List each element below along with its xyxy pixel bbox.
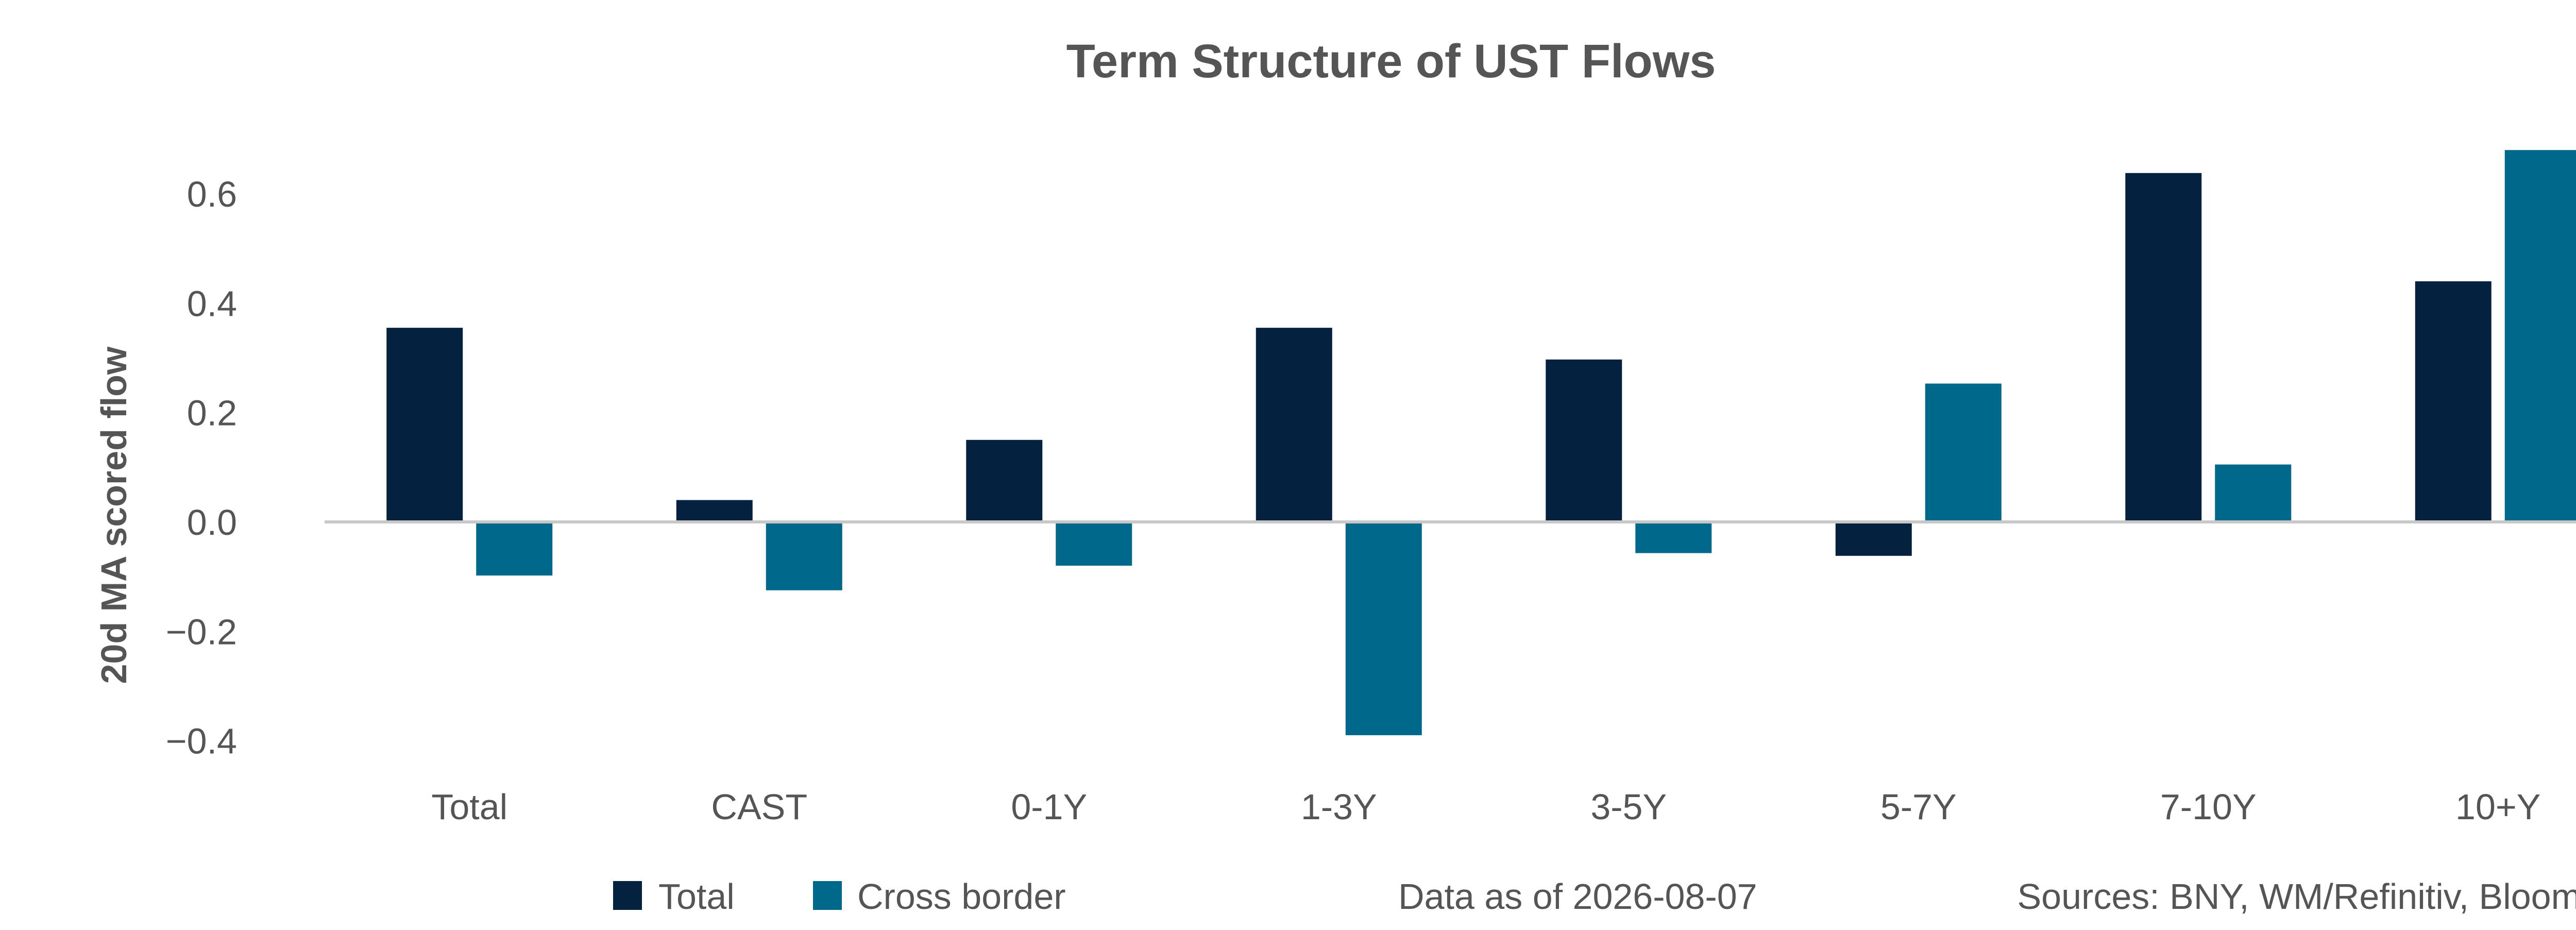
bar-cross-border-13y (1345, 521, 1422, 735)
legend-swatch-total (613, 881, 642, 910)
y-tick-label: 0.4 (187, 283, 237, 324)
x-tick-label: 7-10Y (2160, 787, 2257, 827)
bar-cross-border-total (476, 521, 553, 576)
y-tick-label: 0.2 (187, 393, 237, 433)
bar-total-35y (1546, 359, 1622, 522)
x-tick-label: 3-5Y (1590, 787, 1667, 827)
legend: Total Cross border (613, 876, 1066, 917)
y-tick-label: −0.2 (166, 612, 237, 652)
y-axis-label: 20d MA scored flow (94, 346, 134, 684)
bar-total-13y (1256, 328, 1332, 522)
bars (386, 150, 2576, 735)
x-tick-label: 0-1Y (1011, 787, 1087, 827)
bar-cross-border-01y (1056, 521, 1132, 566)
legend-label-cross-border: Cross border (857, 876, 1066, 917)
bar-total-cast (676, 500, 753, 522)
y-tick-labels: −0.4 −0.2 0.0 0.2 0.4 0.6 (166, 174, 237, 761)
bar-total-01y (966, 439, 1043, 522)
bar-cross-border-710y (2215, 464, 2292, 522)
bar-total-710y (2125, 173, 2202, 522)
bar-cross-border-57y (1925, 383, 2002, 522)
sources-note: Sources: BNY, WM/Refinitiv, Bloomberg (2017, 876, 2576, 917)
bar-total-57y (1835, 521, 1912, 556)
y-tick-label: −0.4 (166, 721, 237, 762)
bar-cross-border-35y (1635, 521, 1712, 553)
x-tick-label: 5-7Y (1880, 787, 1957, 827)
bar-cross-border-10y (2504, 150, 2576, 522)
x-tick-label: Total (431, 787, 507, 827)
x-tick-label: 1-3Y (1301, 787, 1377, 827)
x-tick-label: 10+Y (2455, 787, 2540, 827)
bar-cross-border-cast (766, 521, 842, 590)
data-as-of-note: Data as of 2026-08-07 (1398, 876, 1757, 917)
y-tick-label: 0.0 (187, 502, 237, 543)
legend-label-total: Total (658, 876, 735, 917)
y-tick-label: 0.6 (187, 174, 237, 214)
bar-total-10y (2415, 281, 2492, 522)
bar-total-total (386, 328, 463, 522)
category-labels: Total CAST 0-1Y 1-3Y 3-5Y 5-7Y 7-10Y 10+Y (431, 787, 2540, 827)
x-tick-label: CAST (711, 787, 807, 827)
chart-title: Term Structure of UST Flows (1066, 35, 1716, 88)
legend-swatch-cross-border (813, 881, 842, 910)
